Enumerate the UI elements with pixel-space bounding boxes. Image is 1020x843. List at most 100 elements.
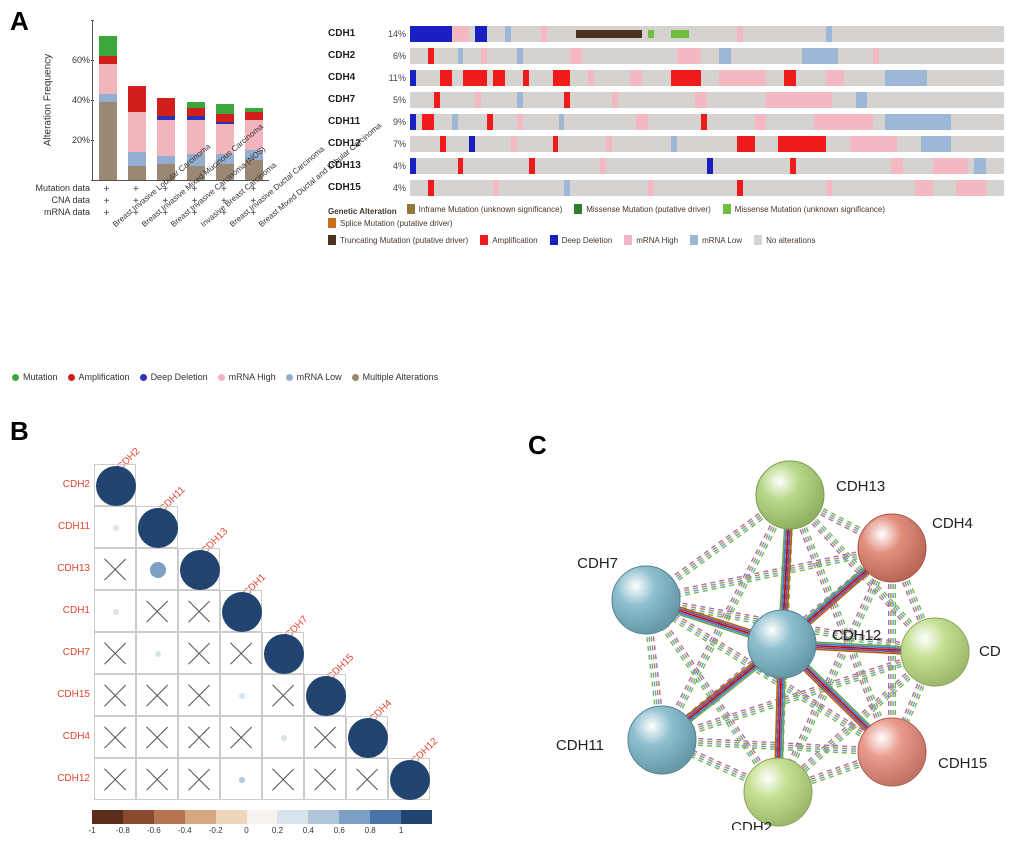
corr-cell bbox=[178, 674, 220, 716]
onco-row: CDH11 9% bbox=[328, 114, 1008, 130]
scale-tick: 0.2 bbox=[272, 826, 283, 835]
corr-circle-icon bbox=[264, 634, 304, 674]
onco-legend-item: Missense Mutation (putative driver) bbox=[574, 204, 711, 214]
corr-cell bbox=[262, 716, 304, 758]
onco-event bbox=[707, 158, 713, 174]
onco-event bbox=[737, 26, 743, 42]
onco-track bbox=[410, 26, 1004, 42]
corr-x-icon bbox=[137, 591, 177, 631]
network-node bbox=[612, 566, 680, 634]
corr-cell bbox=[136, 632, 178, 674]
scale-swatch bbox=[123, 810, 154, 824]
corr-row-label: CDH13 bbox=[36, 563, 90, 574]
gene-pct: 9% bbox=[380, 117, 406, 127]
network-node-label: CDH15 bbox=[938, 755, 987, 772]
corr-cell bbox=[304, 674, 346, 716]
corr-cell bbox=[94, 716, 136, 758]
bar-column bbox=[157, 98, 175, 180]
onco-row: CDH411% bbox=[328, 70, 1008, 86]
corr-cell bbox=[178, 716, 220, 758]
onco-event bbox=[475, 92, 481, 108]
y-tick: 20% bbox=[60, 135, 90, 145]
onco-event bbox=[612, 30, 642, 38]
corr-cell bbox=[136, 590, 178, 632]
scale-swatch bbox=[277, 810, 308, 824]
corr-cell bbox=[220, 716, 262, 758]
corr-cell bbox=[304, 758, 346, 800]
network-node-label: CDH1 bbox=[979, 643, 1000, 660]
onco-event bbox=[428, 180, 434, 196]
corr-x-icon bbox=[137, 675, 177, 715]
corr-circle-icon bbox=[222, 592, 262, 632]
onco-event bbox=[802, 48, 838, 64]
onco-track bbox=[410, 70, 1004, 86]
corr-circle-icon bbox=[180, 550, 220, 590]
legend-swatch-icon bbox=[286, 374, 293, 381]
corr-cell bbox=[346, 758, 388, 800]
corr-row-label: CDH15 bbox=[36, 689, 90, 700]
scale-tick: -0.2 bbox=[209, 826, 223, 835]
legend-swatch-icon bbox=[352, 374, 359, 381]
corr-x-icon bbox=[179, 759, 219, 799]
corr-row-label: CDH1 bbox=[36, 605, 90, 616]
corr-row-label: CDH11 bbox=[36, 521, 90, 532]
corr-x-icon bbox=[137, 759, 177, 799]
scale-tick: 0 bbox=[244, 826, 248, 835]
legend-item: mRNA Low bbox=[286, 372, 342, 382]
onco-event bbox=[695, 92, 707, 108]
onco-track bbox=[410, 180, 1004, 196]
corr-cell bbox=[346, 716, 388, 758]
onco-event bbox=[553, 70, 571, 86]
onco-event bbox=[719, 48, 731, 64]
gene-label: CDH11 bbox=[328, 116, 376, 127]
onco-row: CDH154% bbox=[328, 180, 1008, 196]
corr-x-icon bbox=[179, 591, 219, 631]
onco-event bbox=[784, 70, 796, 86]
corr-cell bbox=[262, 758, 304, 800]
legend-item: mRNA High bbox=[218, 372, 276, 382]
y-axis-label: Alteration Frequency bbox=[43, 54, 54, 146]
onco-event bbox=[778, 136, 826, 152]
onco-event bbox=[564, 92, 570, 108]
onco-event bbox=[737, 136, 755, 152]
onco-event bbox=[630, 70, 642, 86]
plus-icon: + bbox=[104, 196, 110, 207]
legend-item: Amplification bbox=[68, 372, 130, 382]
onco-event bbox=[428, 48, 434, 64]
onco-event bbox=[671, 70, 701, 86]
gene-pct: 5% bbox=[380, 95, 406, 105]
legend-item: Multiple Alterations bbox=[352, 372, 439, 382]
bar-column bbox=[99, 36, 117, 180]
onco-track bbox=[410, 136, 1004, 152]
onco-event bbox=[850, 136, 898, 152]
onco-event bbox=[559, 114, 565, 130]
legend-swatch-icon bbox=[550, 235, 558, 245]
corr-cell bbox=[262, 674, 304, 716]
legend-swatch-icon bbox=[328, 218, 336, 228]
corr-cell bbox=[304, 716, 346, 758]
corr-cell bbox=[178, 632, 220, 674]
onco-event bbox=[487, 114, 493, 130]
legend-item: Mutation bbox=[12, 372, 58, 382]
onco-event bbox=[956, 180, 986, 196]
onco-event bbox=[440, 136, 446, 152]
corr-circle-icon bbox=[96, 466, 136, 506]
corr-x-icon bbox=[263, 759, 303, 799]
onco-event bbox=[600, 158, 606, 174]
onco-row: CDH127% bbox=[328, 136, 1008, 152]
onco-event bbox=[434, 92, 440, 108]
onco-event bbox=[452, 114, 458, 130]
corr-circle-icon bbox=[113, 609, 119, 615]
scale-tick: -0.8 bbox=[116, 826, 130, 835]
onco-event bbox=[410, 70, 416, 86]
corr-circle-icon bbox=[239, 693, 245, 699]
corr-cell bbox=[136, 506, 178, 548]
legend-swatch-icon bbox=[754, 235, 762, 245]
scale-swatch bbox=[216, 810, 247, 824]
onco-event bbox=[410, 158, 416, 174]
legend-swatch-icon bbox=[140, 374, 147, 381]
onco-event bbox=[648, 30, 654, 38]
corr-x-icon bbox=[221, 717, 261, 757]
legend-swatch-icon bbox=[723, 204, 731, 214]
gene-pct: 7% bbox=[380, 139, 406, 149]
